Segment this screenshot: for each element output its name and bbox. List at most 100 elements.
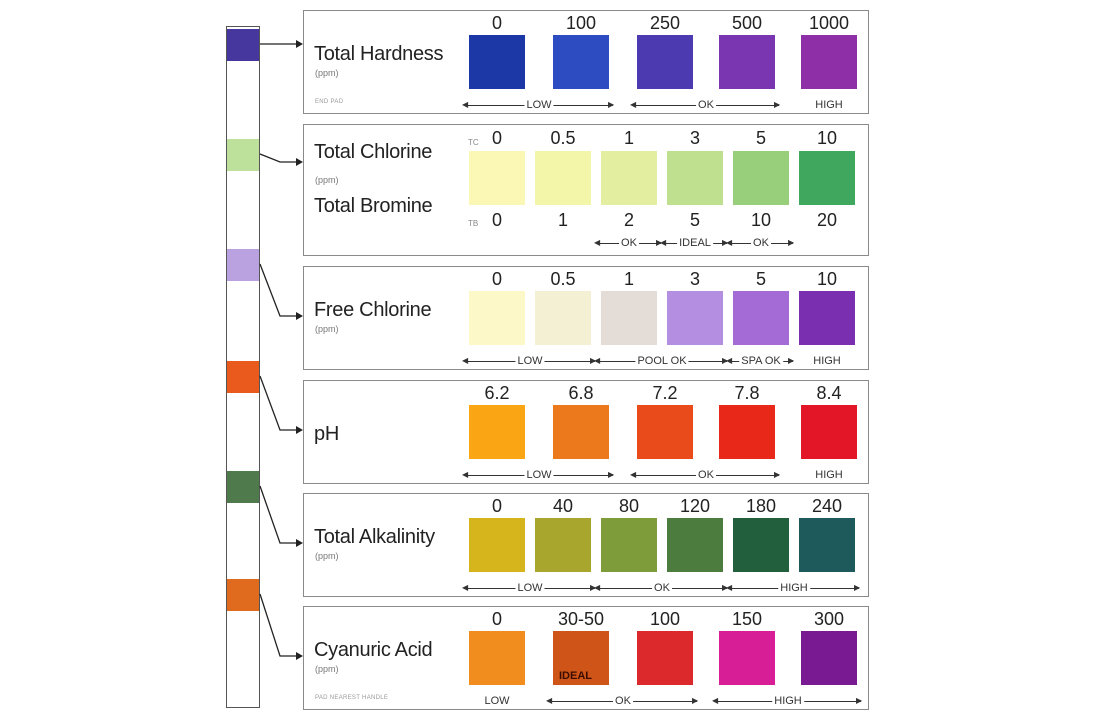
panel-ph: pH 6.2 6.8 7.2 7.8 8.4 ◀ ▶ LOW ◀ ▶ OK HIGH bbox=[303, 380, 869, 484]
color-swatch bbox=[719, 35, 775, 89]
range-label: LOW bbox=[515, 582, 545, 594]
panel-title-secondary: Total Bromine bbox=[314, 195, 433, 217]
color-swatch bbox=[799, 291, 855, 345]
range-label: HIGH bbox=[813, 469, 845, 481]
connector-cyanuric-acid bbox=[259, 593, 297, 657]
value-label: 1 bbox=[623, 128, 634, 148]
connector-total-chlorine bbox=[259, 153, 297, 163]
range-label: IDEAL bbox=[677, 237, 713, 249]
color-swatch bbox=[801, 405, 857, 459]
range-arrow-left: ◀ bbox=[462, 583, 469, 592]
panel-note: PAD NEAREST HANDLE bbox=[315, 695, 389, 701]
panel-title: Total Chlorine bbox=[314, 141, 433, 163]
range-arrow-right: ▶ bbox=[856, 696, 863, 705]
color-swatch: IDEAL bbox=[553, 631, 609, 685]
color-swatch bbox=[469, 151, 525, 205]
value-label: 1 bbox=[623, 269, 634, 289]
connector-arrowhead-ph bbox=[296, 426, 303, 434]
range-arrow-right: ▶ bbox=[692, 696, 699, 705]
color-swatch bbox=[801, 631, 857, 685]
range-label: OK bbox=[613, 695, 633, 707]
connector-arrowhead-total-chlorine bbox=[296, 158, 303, 166]
range-label: OK bbox=[652, 582, 672, 594]
value-label: 300 bbox=[813, 609, 845, 629]
panel-title: Total Alkalinity bbox=[314, 526, 435, 548]
swatch-inner-label: IDEAL bbox=[559, 670, 592, 682]
strip-pad-cyanuric bbox=[227, 579, 259, 611]
panel-unit: (ppm) bbox=[315, 664, 339, 674]
value-label: 6.2 bbox=[484, 383, 510, 403]
range-arrow-left: ◀ bbox=[726, 238, 733, 247]
range-label: OK bbox=[696, 469, 716, 481]
color-swatch bbox=[469, 405, 525, 459]
range-label: LOW bbox=[524, 99, 554, 111]
panel-unit: (ppm) bbox=[315, 68, 339, 78]
range-label: HIGH bbox=[813, 99, 845, 111]
range-label: OK bbox=[696, 99, 716, 111]
range-arrow-left: ◀ bbox=[594, 583, 601, 592]
color-swatch bbox=[719, 631, 775, 685]
range-arrow-left: ◀ bbox=[462, 100, 469, 109]
color-swatch bbox=[733, 291, 789, 345]
value-label: 100 bbox=[565, 13, 597, 33]
range-arrow-right: ▶ bbox=[722, 356, 729, 365]
connector-arrowhead-total-hardness bbox=[296, 40, 303, 48]
value-label: 5 bbox=[755, 269, 766, 289]
strip-pad-ph bbox=[227, 361, 259, 393]
range-arrow-left: ◀ bbox=[594, 356, 601, 365]
color-swatch bbox=[719, 405, 775, 459]
range-label: POOL OK bbox=[635, 355, 689, 367]
range-label: LOW bbox=[515, 355, 545, 367]
color-swatch bbox=[801, 35, 857, 89]
range-arrow-right: ▶ bbox=[722, 583, 729, 592]
value-label: 10 bbox=[816, 128, 838, 148]
value-label: 0 bbox=[491, 496, 502, 516]
panel-free-chlorine: Free Chlorine (ppm) 0 0.5 1 3 5 10 ◀ ▶ LOW ◀ ▶ POOL O… bbox=[303, 266, 869, 370]
color-swatch bbox=[637, 405, 693, 459]
range-arrow-right: ▶ bbox=[590, 356, 597, 365]
connector-ph bbox=[259, 375, 297, 431]
value-label: 80 bbox=[618, 496, 640, 516]
strip-pad-alkalinity bbox=[227, 471, 259, 503]
panel-cyanuric-acid: Cyanuric Acid (ppm) PAD NEAREST HANDLE 0 30-… bbox=[303, 606, 869, 710]
value-label-bottom: 1 bbox=[557, 210, 568, 230]
color-swatch bbox=[469, 631, 525, 685]
value-label: 8.4 bbox=[816, 383, 842, 403]
value-label: 0 bbox=[491, 609, 502, 629]
tc-tag: TC bbox=[468, 138, 479, 147]
color-swatch bbox=[637, 631, 693, 685]
panel-unit: (ppm) bbox=[315, 551, 339, 561]
color-swatch bbox=[733, 518, 789, 572]
range-arrow-left: ◀ bbox=[630, 100, 637, 109]
panel-title: Cyanuric Acid bbox=[314, 639, 433, 661]
value-label-bottom: 0 bbox=[491, 210, 502, 230]
range-arrow-right: ▶ bbox=[854, 583, 861, 592]
value-label: 100 bbox=[649, 609, 681, 629]
range-label: LOW bbox=[484, 695, 510, 707]
range-arrow-left: ◀ bbox=[726, 356, 733, 365]
range-arrow-left: ◀ bbox=[462, 470, 469, 479]
range-label: OK bbox=[619, 237, 639, 249]
color-swatch bbox=[667, 518, 723, 572]
range-arrow-left: ◀ bbox=[726, 583, 733, 592]
value-label-bottom: 5 bbox=[689, 210, 700, 230]
range-arrow-left: ◀ bbox=[594, 238, 601, 247]
range-arrow-right: ▶ bbox=[608, 470, 615, 479]
range-arrow-left: ◀ bbox=[546, 696, 553, 705]
range-label: LOW bbox=[524, 469, 554, 481]
strip-pad-hardness bbox=[227, 29, 259, 61]
value-label-bottom: 10 bbox=[750, 210, 772, 230]
value-label: 0.5 bbox=[550, 269, 576, 289]
color-swatch bbox=[553, 35, 609, 89]
panel-title: pH bbox=[314, 423, 339, 445]
value-label-bottom: 2 bbox=[623, 210, 634, 230]
color-swatch bbox=[667, 291, 723, 345]
value-label: 1000 bbox=[808, 13, 850, 33]
range-arrow-right: ▶ bbox=[608, 100, 615, 109]
value-label: 250 bbox=[649, 13, 681, 33]
color-swatch bbox=[733, 151, 789, 205]
color-swatch bbox=[535, 151, 591, 205]
range-arrow-left: ◀ bbox=[630, 470, 637, 479]
connector-arrowhead-cyanuric-acid bbox=[296, 652, 303, 660]
color-swatch bbox=[469, 291, 525, 345]
